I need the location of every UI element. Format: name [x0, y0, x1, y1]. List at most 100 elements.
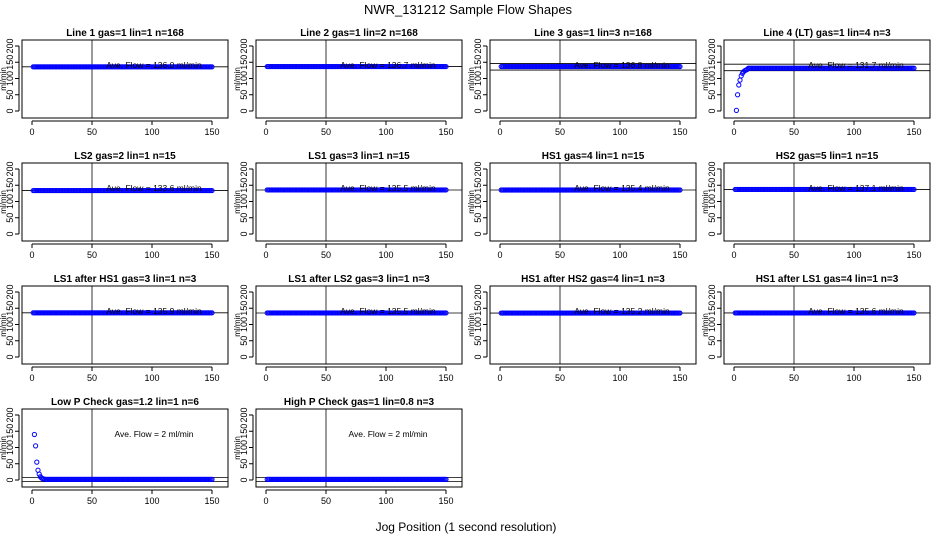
y-tick-label: 100 [239, 317, 249, 332]
panel-13: Low P Check gas=1.2 lin=1 n=6 Ave. Flow =… [0, 397, 229, 506]
data-points [30, 310, 215, 316]
x-tick-label: 50 [555, 250, 565, 260]
x-tick-label: 100 [144, 127, 159, 137]
x-tick-label: 150 [672, 127, 687, 137]
data-points [732, 186, 917, 193]
y-tick-label: 150 [5, 55, 15, 70]
x-tick-label: 50 [789, 250, 799, 260]
x-tick-label: 50 [321, 250, 331, 260]
x-tick-label: 150 [906, 373, 921, 383]
plot-box [21, 39, 229, 119]
x-tick-label: 0 [29, 496, 34, 506]
data-points [264, 187, 449, 193]
avg-flow-annotation: Ave. Flow = 135.2 ml/min [574, 306, 670, 316]
panel-title: Line 4 (LT) gas=1 lin=4 n=3 [763, 28, 891, 39]
y-tick-label: 0 [239, 108, 249, 113]
avg-flow-annotation: Ave. Flow = 136.7 ml/min [340, 60, 436, 70]
x-tick-label: 0 [497, 250, 502, 260]
x-axis: 0 50 100 150 [263, 366, 454, 383]
x-axis: 0 50 100 150 [29, 120, 220, 137]
y-tick-label: 50 [707, 336, 717, 346]
plot-box [255, 162, 463, 242]
x-tick-label: 0 [497, 373, 502, 383]
x-axis: 0 50 100 150 [731, 243, 922, 260]
panel-2: Line 2 gas=1 lin=2 n=168 Ave. Flow = 136.… [233, 28, 463, 137]
y-tick-label: 0 [239, 231, 249, 236]
y-axis-label: ml/min [467, 67, 476, 91]
data-point [34, 459, 40, 465]
data-point [443, 310, 449, 316]
y-tick-label: 200 [5, 407, 15, 422]
x-tick-label: 100 [144, 496, 159, 506]
y-tick-label: 50 [473, 336, 483, 346]
y-tick-label: 50 [5, 213, 15, 223]
panel-5: LS2 gas=2 lin=1 n=15 Ave. Flow = 133.6 ml… [0, 151, 229, 260]
panel-title: High P Check gas=1 lin=0.8 n=3 [284, 397, 435, 408]
y-tick-label: 100 [5, 317, 15, 332]
panel-title: Low P Check gas=1.2 lin=1 n=6 [51, 397, 199, 408]
avg-flow-annotation: Ave. Flow = 2 ml/min [349, 429, 428, 439]
panel-title: LS1 after HS1 gas=3 lin=1 n=3 [54, 274, 197, 285]
x-tick-label: 150 [438, 127, 453, 137]
avg-flow-annotation: Ave. Flow = 133.6 ml/min [106, 183, 202, 193]
y-tick-label: 0 [473, 108, 483, 113]
x-axis: 0 50 100 150 [263, 120, 454, 137]
y-tick-label: 200 [239, 38, 249, 53]
x-axis: 0 50 100 150 [263, 489, 454, 506]
x-tick-label: 100 [846, 250, 861, 260]
panel-title: HS1 gas=4 lin=1 n=15 [542, 151, 645, 162]
data-point [33, 443, 39, 449]
y-tick-label: 100 [707, 71, 717, 86]
plot-box [723, 162, 931, 242]
avg-flow-annotation: Ave. Flow = 135.4 ml/min [574, 183, 670, 193]
panel-title: HS1 after LS1 gas=4 lin=1 n=3 [756, 274, 899, 285]
x-axis: 0 50 100 150 [497, 243, 688, 260]
data-points [498, 187, 683, 193]
y-tick-label: 150 [707, 301, 717, 316]
plot-box [21, 408, 229, 488]
panel-title: HS2 gas=5 lin=1 n=15 [776, 151, 879, 162]
y-tick-label: 0 [5, 108, 15, 113]
y-tick-label: 50 [473, 90, 483, 100]
x-axis: 0 50 100 150 [263, 243, 454, 260]
avg-flow-annotation: Ave. Flow = 137.1 ml/min [808, 183, 904, 193]
x-tick-label: 100 [144, 250, 159, 260]
avg-flow-annotation: Ave. Flow = 135.9 ml/min [106, 306, 202, 316]
reference-lines [22, 40, 228, 118]
data-points [498, 63, 683, 70]
y-tick-label: 200 [5, 161, 15, 176]
x-tick-label: 150 [438, 250, 453, 260]
y-axis-label: ml/min [233, 436, 242, 460]
x-tick-label: 150 [204, 127, 219, 137]
data-point [911, 310, 917, 316]
y-tick-label: 50 [239, 213, 249, 223]
x-tick-label: 50 [321, 127, 331, 137]
x-tick-label: 100 [378, 250, 393, 260]
panel-title: Line 2 gas=1 lin=2 n=168 [300, 28, 418, 39]
data-point [36, 471, 42, 477]
x-tick-label: 50 [555, 127, 565, 137]
x-tick-label: 0 [731, 250, 736, 260]
y-axis-label: ml/min [467, 190, 476, 214]
y-axis-label: ml/min [701, 67, 710, 91]
data-point [736, 82, 742, 88]
y-tick-label: 100 [473, 317, 483, 332]
x-tick-label: 50 [789, 373, 799, 383]
avg-flow-annotation: Ave. Flow = 136.0 ml/min [106, 60, 202, 70]
panel-9: LS1 after HS1 gas=3 lin=1 n=3 Ave. Flow =… [0, 274, 229, 383]
y-axis-label: ml/min [701, 190, 710, 214]
data-point [738, 73, 744, 79]
x-tick-label: 0 [263, 373, 268, 383]
y-tick-label: 150 [473, 178, 483, 193]
y-tick-label: 0 [5, 477, 15, 482]
data-point [443, 63, 449, 70]
plot-box [255, 285, 463, 365]
reference-lines [256, 163, 462, 241]
panel-11: HS1 after HS2 gas=4 lin=1 n=3 Ave. Flow =… [467, 274, 697, 383]
